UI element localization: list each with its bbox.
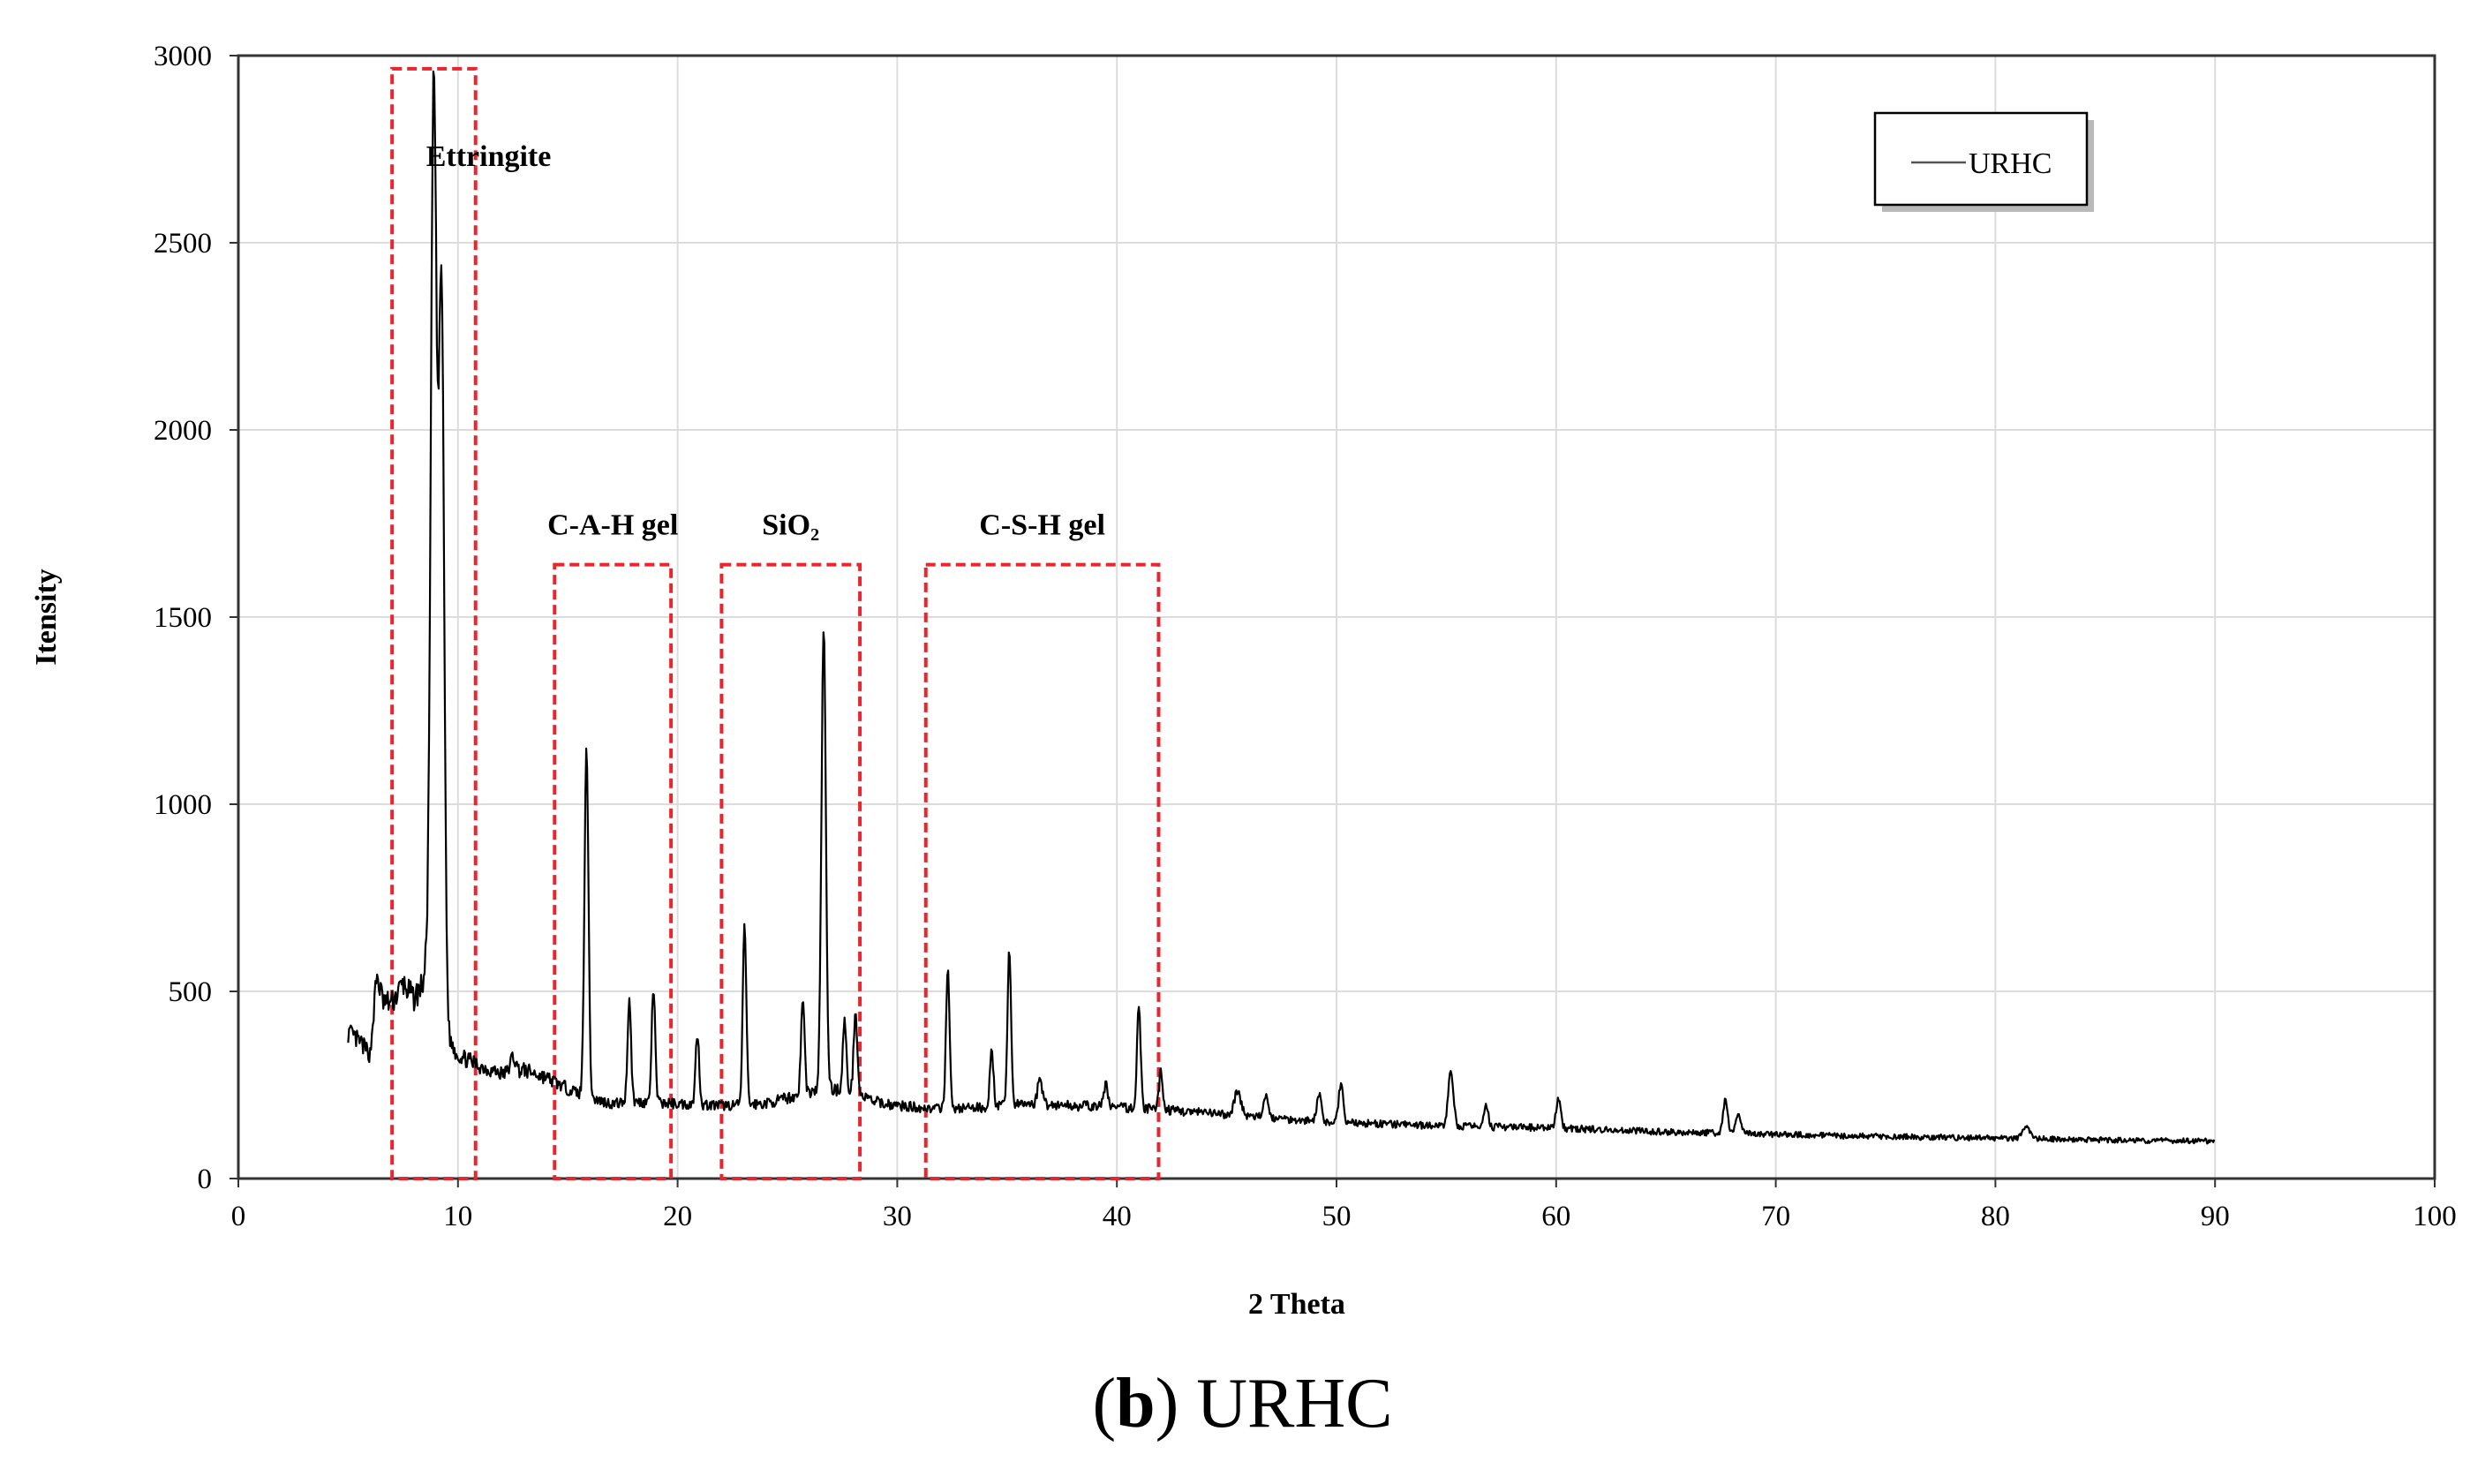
grid-lines [238,56,2435,1179]
annotation-box [719,562,862,1180]
x-tick-label: 60 [1541,1201,1570,1232]
caption-letter: b [1116,1365,1156,1443]
annotation-label: Ettringite [426,140,552,173]
x-tick-label: 90 [2201,1201,2230,1232]
figure-caption: (b) URHC [0,1364,2485,1444]
x-tick-label: 10 [443,1201,472,1232]
x-tick-label: 100 [2413,1201,2457,1232]
x-axis-title: 2 Theta [1248,1288,1345,1321]
x-tick-label: 40 [1103,1201,1132,1232]
series-line-urhc [347,70,2216,1145]
annotation-label: C-S-H gel [979,509,1105,542]
y-tick-label: 3000 [154,41,212,72]
y-tick-label: 1500 [154,602,212,634]
x-tick-label: 50 [1322,1201,1352,1232]
caption-open-paren: ( [1092,1365,1117,1443]
x-tick-label: 0 [231,1201,246,1232]
x-tick-label: 80 [1981,1201,2010,1232]
y-tick-label: 0 [198,1164,213,1195]
region-annotations: Ettringite C-A-H gel SiO₂ C-S-H gel [390,66,1161,1181]
annotation-box [553,562,674,1180]
annotation-box [390,66,478,1181]
y-tick-label: 1000 [154,789,212,821]
y-tick-label: 2000 [154,415,212,447]
annotation-box [923,562,1161,1180]
x-tick-label: 20 [663,1201,692,1232]
x-tick-label: 30 [883,1201,912,1232]
plot-area-frame [237,54,2436,1180]
legend-box [1873,111,2089,207]
caption-text: ) URHC [1155,1365,1393,1443]
annotation-label: C-A-H gel [547,509,678,542]
y-tick-label: 2500 [154,228,212,260]
legend: URHC [1873,111,2094,212]
annotation-label: SiO₂ [762,509,819,542]
y-tick-label: 500 [169,976,213,1008]
legend-label-urhc: URHC [1969,147,2052,180]
y-axis-title: Itensity [30,569,63,666]
tick-labels: 0 10 20 30 40 50 60 70 80 90 100050010001500200025… [154,41,2457,1232]
x-tick-label: 70 [1761,1201,1790,1232]
